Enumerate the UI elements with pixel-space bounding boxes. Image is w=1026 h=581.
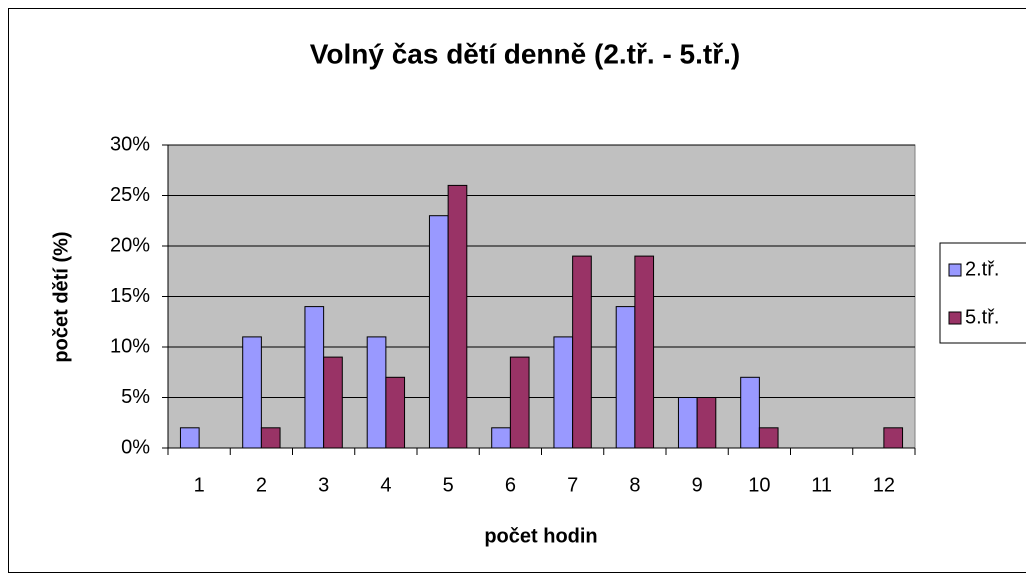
x-tick-label: 7 [567,474,578,496]
y-tick-label: 20% [110,234,150,256]
bar [491,427,511,449]
legend-box [939,242,1026,344]
legend-swatch [948,263,962,277]
y-tick-label: 5% [121,386,150,408]
x-tick-label: 5 [443,474,454,496]
bar [615,306,636,449]
bar [572,255,592,449]
y-tick-label: 25% [110,184,150,206]
x-tick-label: 12 [873,474,895,496]
bar [758,427,779,449]
bar [740,376,760,449]
bar [304,306,325,449]
x-tick-label: 10 [748,474,770,496]
x-tick-label: 8 [629,474,640,496]
y-tick-label: 0% [121,436,150,458]
legend-label: 5.tř. [965,306,999,328]
bar [447,184,468,449]
legend-label: 2.tř. [965,258,999,280]
bar [883,427,904,449]
x-axis-label: počet hodin [484,525,597,547]
x-tick-label: 3 [318,474,329,496]
bar [428,215,449,449]
y-tick-label: 10% [110,335,150,357]
x-tick-label: 6 [505,474,516,496]
y-axis-label: počet dětí (%) [50,231,72,362]
bar [553,336,574,449]
x-tick-label: 4 [380,474,391,496]
x-tick-label: 11 [811,474,832,496]
chart-title: Volný čas dětí denně (2.tř. - 5.tř.) [310,38,740,69]
x-tick-label: 2 [256,474,267,496]
bar [179,427,200,449]
bar [260,427,281,449]
y-tick-label: 30% [110,133,150,155]
x-tick-label: 9 [692,474,703,496]
bar [242,336,262,449]
bar [634,255,655,449]
bar [385,376,406,449]
bar [366,336,387,449]
x-tick-label: 1 [194,474,205,496]
legend-swatch [948,311,962,325]
y-tick-label: 15% [110,285,150,307]
bar [323,356,343,449]
bar [677,397,698,449]
bar [696,397,717,449]
bar [509,356,530,449]
